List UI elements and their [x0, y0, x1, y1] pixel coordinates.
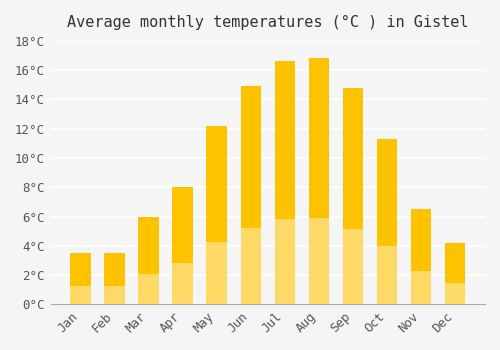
- FancyBboxPatch shape: [104, 286, 125, 304]
- Bar: [274, 61, 295, 304]
- FancyBboxPatch shape: [342, 229, 363, 304]
- Bar: [138, 217, 159, 304]
- FancyBboxPatch shape: [138, 274, 159, 304]
- FancyBboxPatch shape: [70, 286, 90, 304]
- Bar: [70, 253, 90, 304]
- Bar: [240, 86, 261, 304]
- FancyBboxPatch shape: [376, 246, 397, 304]
- FancyBboxPatch shape: [308, 218, 329, 304]
- Bar: [342, 88, 363, 304]
- Bar: [445, 243, 466, 304]
- FancyBboxPatch shape: [445, 283, 466, 304]
- Bar: [308, 58, 329, 304]
- Bar: [206, 126, 227, 304]
- Bar: [104, 253, 125, 304]
- FancyBboxPatch shape: [172, 263, 193, 304]
- FancyBboxPatch shape: [274, 219, 295, 304]
- Bar: [411, 209, 431, 304]
- FancyBboxPatch shape: [206, 242, 227, 304]
- Bar: [376, 139, 397, 304]
- Bar: [172, 187, 193, 304]
- Title: Average monthly temperatures (°C ) in Gistel: Average monthly temperatures (°C ) in Gi…: [67, 15, 468, 30]
- FancyBboxPatch shape: [240, 228, 261, 304]
- FancyBboxPatch shape: [411, 271, 431, 304]
